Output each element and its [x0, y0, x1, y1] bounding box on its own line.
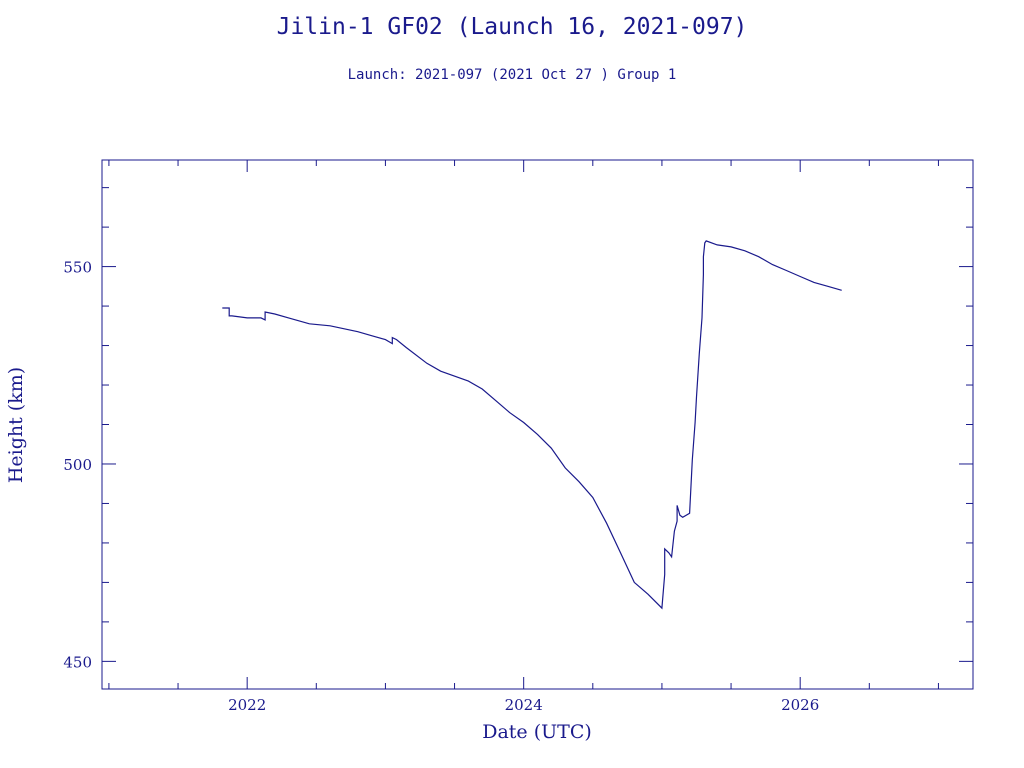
series-line — [222, 240, 842, 610]
x-axis-ticks — [108, 160, 939, 689]
x-tick-label: 2022 — [228, 696, 266, 714]
y-tick-label: 450 — [63, 653, 92, 671]
chart-title: Jilin-1 GF02 (Launch 16, 2021-097) — [276, 14, 748, 40]
y-axis-ticks — [102, 187, 973, 662]
chart-subtitle: Launch: 2021-097 (2021 Oct 27 ) Group 1 — [347, 67, 677, 83]
y-tick-label: 550 — [63, 259, 92, 277]
x-axis-tick-labels: 2022 2024 2026 — [228, 696, 819, 714]
x-tick-label: 2024 — [505, 696, 543, 714]
y-tick-label: 500 — [63, 456, 92, 474]
y-axis-tick-labels: 450 500 550 — [63, 259, 92, 672]
x-axis-label: Date (UTC) — [482, 721, 592, 743]
x-tick-label: 2026 — [781, 696, 819, 714]
y-axis-label: Height (km) — [5, 367, 27, 483]
plot-frame — [101, 159, 974, 690]
